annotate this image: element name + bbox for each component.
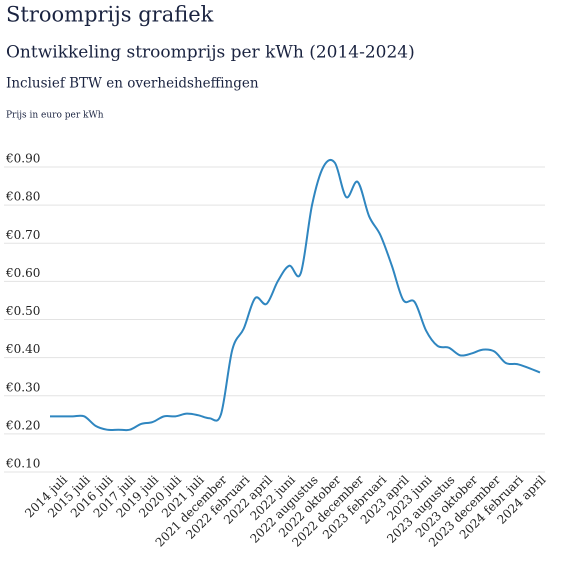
- y-tick-label: €0.30: [5, 380, 40, 394]
- y-axis-label: Prijs in euro per kWh: [6, 111, 104, 121]
- y-tick-label: €0.90: [5, 152, 40, 166]
- y-tick-label: €0.80: [5, 190, 40, 204]
- y-tick-label: €0.60: [5, 266, 40, 280]
- y-tick-label: €0.10: [5, 457, 40, 471]
- chart-subtitle: Ontwikkeling stroomprijs per kWh (2014-2…: [6, 43, 415, 63]
- line: [49, 158, 541, 432]
- y-tick-label: €0.50: [5, 304, 40, 318]
- y-tick-label: €0.40: [5, 342, 40, 356]
- chart-title: Stroomprijs grafiek: [6, 3, 214, 27]
- y-tick-label: €0.20: [5, 418, 40, 432]
- y-tick-label: €0.70: [5, 228, 40, 242]
- chart-subtitle: Inclusief BTW en overheidsheffingen: [6, 76, 259, 92]
